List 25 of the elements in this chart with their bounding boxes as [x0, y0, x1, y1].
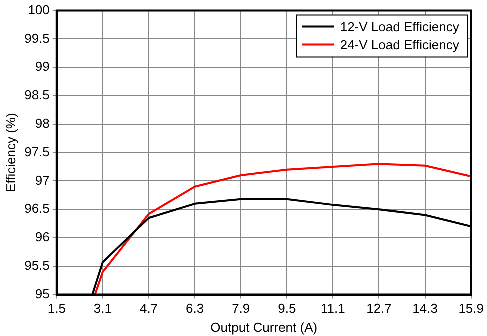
x-tick-label: 4.7	[140, 301, 158, 316]
x-axis-title: Output Current (A)	[210, 320, 318, 335]
x-tick-label: 15.9	[458, 301, 484, 316]
y-tick-label: 95.5	[24, 258, 50, 273]
y-tick-label: 100	[28, 2, 50, 18]
y-tick-label: 98.5	[24, 88, 50, 103]
y-tick-label: 99	[35, 59, 50, 74]
x-tick-label: 7.9	[232, 301, 250, 316]
y-tick-label: 97.5	[24, 144, 50, 160]
x-tick-label: 12.7	[366, 301, 392, 316]
legend-label: 12-V Load Efficiency	[340, 19, 460, 34]
x-tick-label: 1.5	[48, 301, 66, 316]
y-tick-label: 98	[35, 116, 50, 131]
y-axis-title: Efficiency (%)	[3, 113, 18, 192]
y-tick-label: 95	[35, 286, 50, 302]
y-tick-label: 97	[35, 172, 50, 188]
x-tick-label: 6.3	[186, 301, 204, 316]
legend-label: 24-V Load Efficiency	[340, 37, 460, 52]
y-tick-label: 99.5	[24, 30, 50, 46]
y-tick-label: 96	[35, 230, 50, 245]
x-tick-label: 11.1	[321, 301, 346, 316]
y-tick-label: 96.5	[24, 201, 50, 216]
x-tick-label: 14.3	[412, 301, 438, 316]
x-tick-label: 3.1	[94, 301, 112, 316]
x-tick-label: 9.5	[278, 301, 296, 316]
